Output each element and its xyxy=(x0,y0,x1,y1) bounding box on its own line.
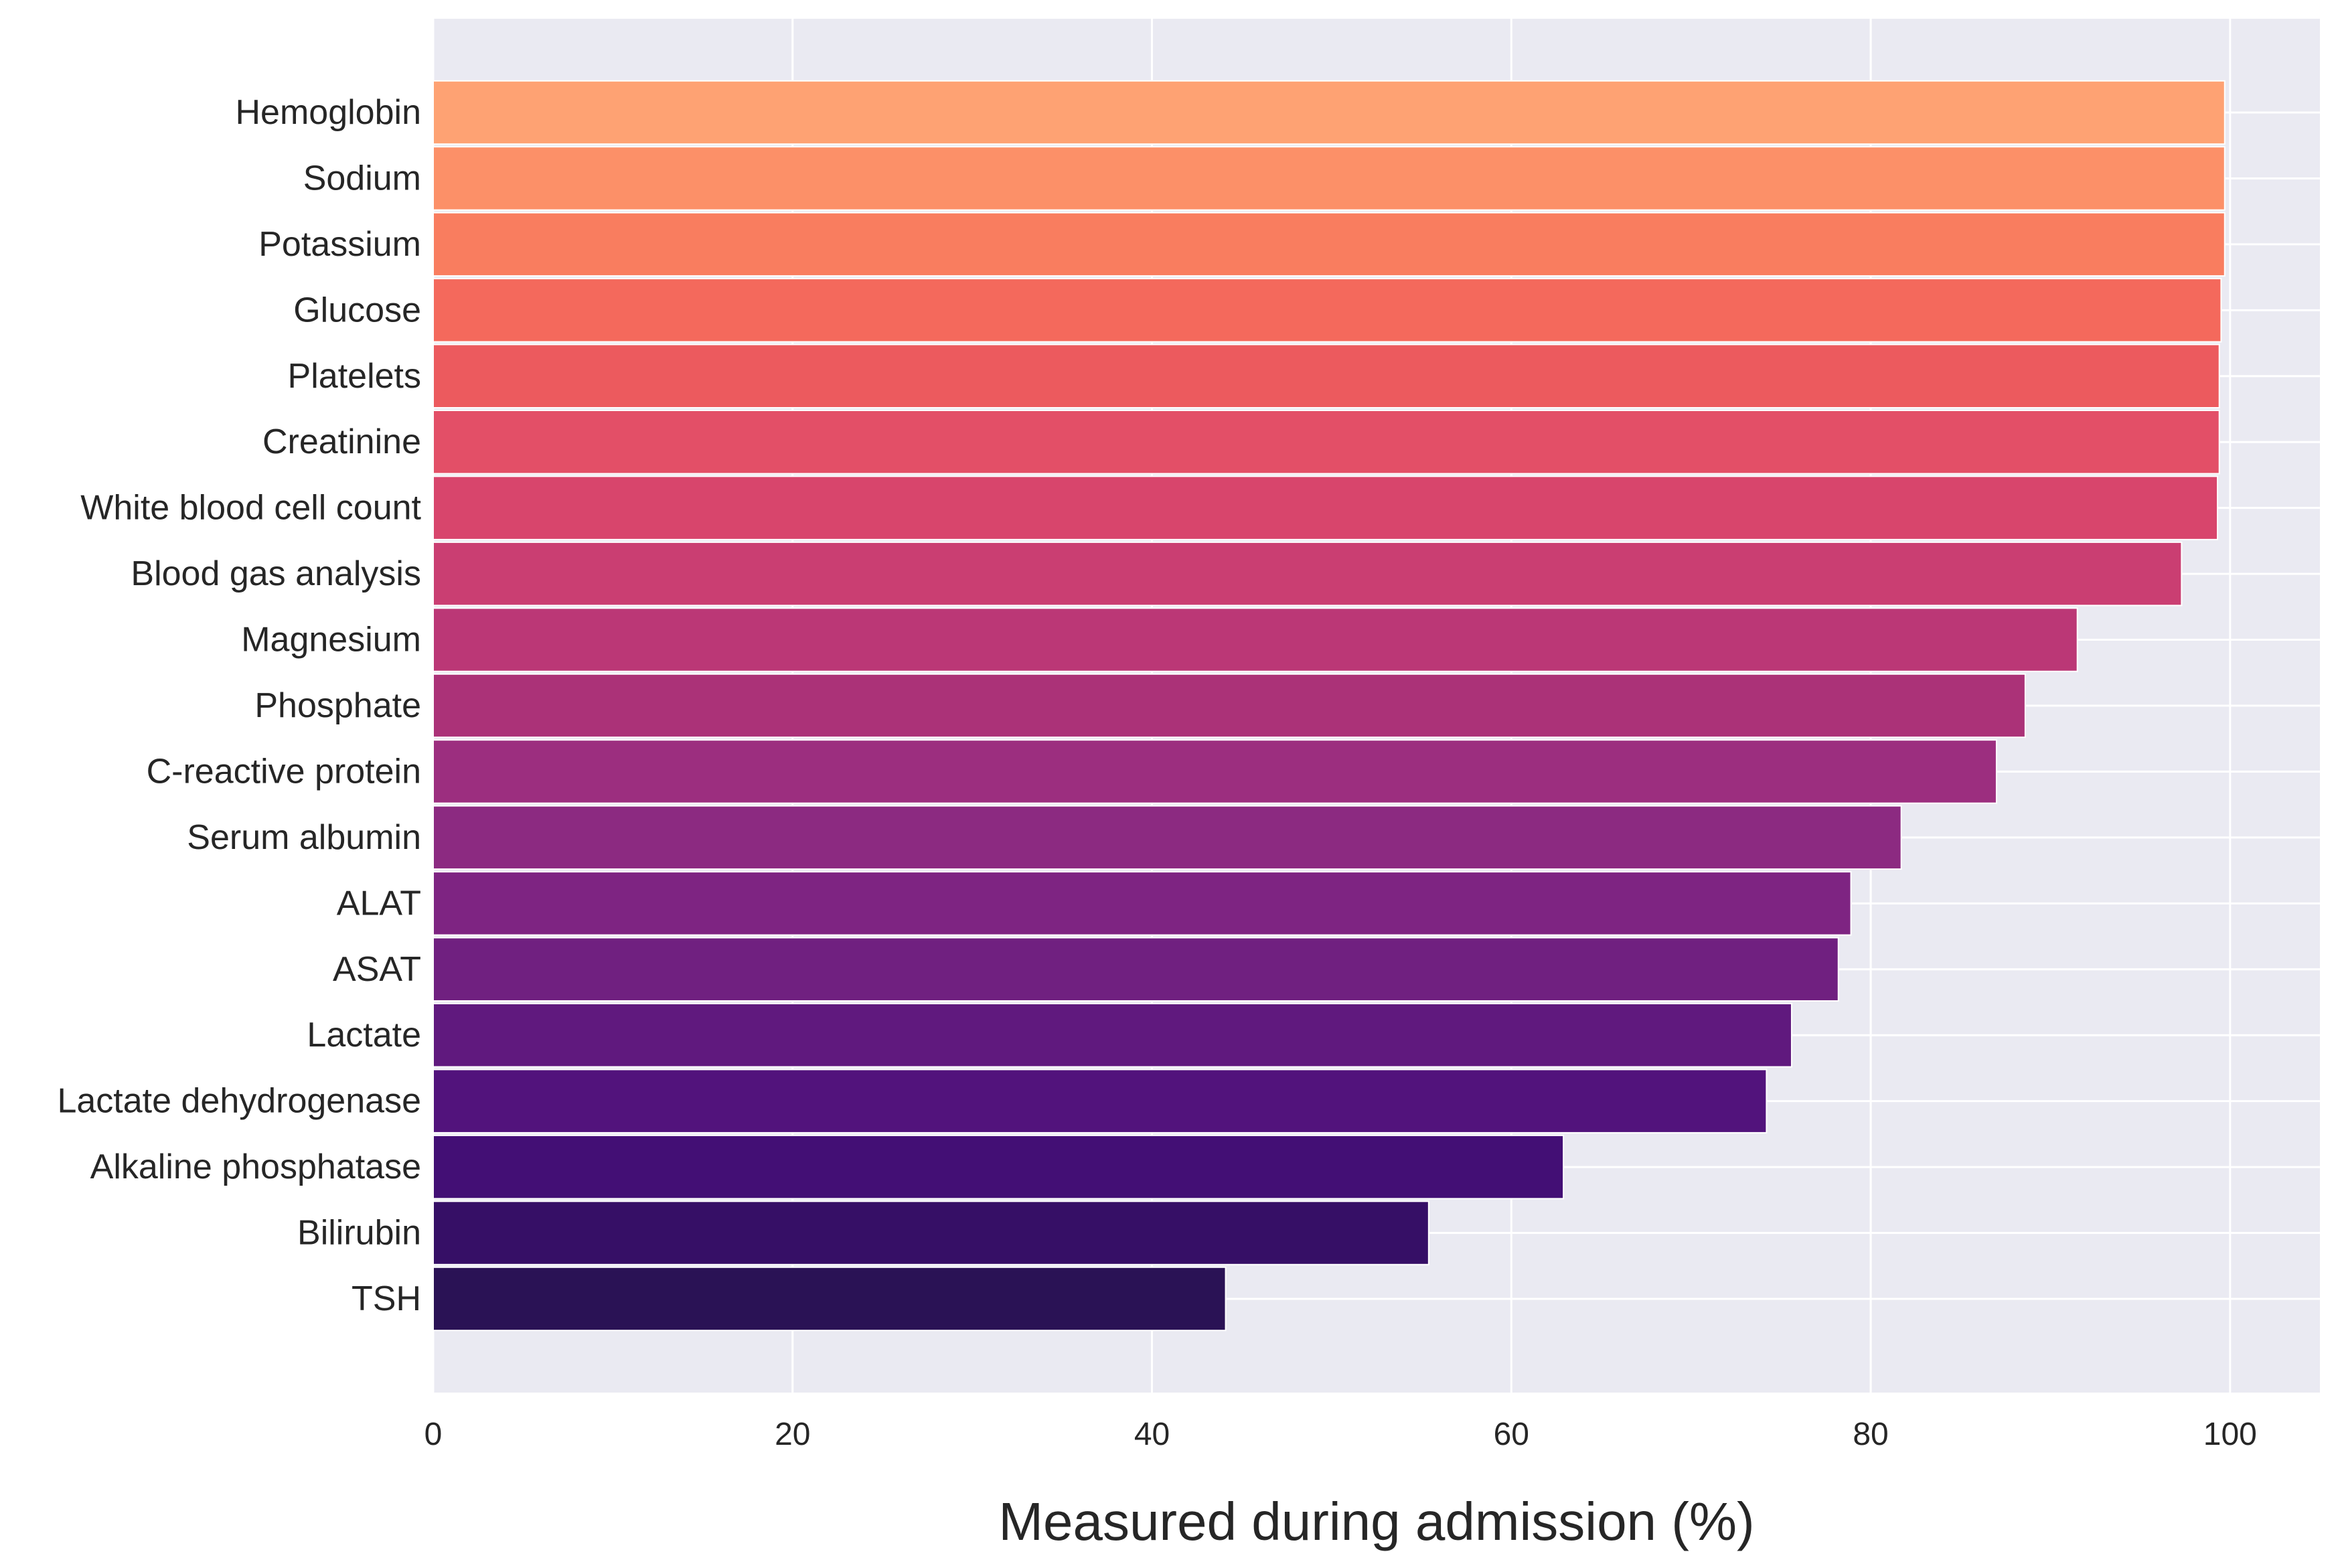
bar-bilirubin xyxy=(433,1200,1429,1265)
bar-phosphate xyxy=(433,673,2026,738)
bar-sodium xyxy=(433,146,2226,211)
bar-c-reactive-protein xyxy=(433,739,1997,804)
bar-alkaline-phosphatase xyxy=(433,1134,1565,1200)
bar-potassium xyxy=(433,212,2226,277)
category-label-hemoglobin: Hemoglobin xyxy=(236,93,422,132)
bar-blood-gas-analysis xyxy=(433,541,2183,607)
bar-magnesium xyxy=(433,607,2078,672)
category-label-blood-gas-analysis: Blood gas analysis xyxy=(131,554,421,593)
category-label-creatinine: Creatinine xyxy=(262,422,421,461)
bar-creatinine xyxy=(433,410,2220,475)
bar-alat xyxy=(433,871,1852,936)
category-label-potassium: Potassium xyxy=(258,225,421,264)
category-label-sodium: Sodium xyxy=(303,159,421,198)
bar-tsh xyxy=(433,1266,1227,1332)
bar-asat xyxy=(433,937,1839,1002)
category-label-magnesium: Magnesium xyxy=(241,621,421,659)
bar-lactate xyxy=(433,1003,1792,1068)
category-label-serum-albumin: Serum albumin xyxy=(187,818,421,857)
category-label-glucose: Glucose xyxy=(293,291,421,329)
category-label-white-blood-cell-count: White blood cell count xyxy=(80,489,421,528)
bar-hemoglobin xyxy=(433,80,2226,145)
bar-platelets xyxy=(433,343,2220,408)
category-label-alat: ALAT xyxy=(337,884,421,923)
x-tick-label-80: 80 xyxy=(1853,1417,1888,1452)
category-label-phosphate: Phosphate xyxy=(254,686,421,725)
category-label-lactate: Lactate xyxy=(307,1016,421,1054)
x-tick-label-20: 20 xyxy=(775,1417,810,1452)
bars xyxy=(433,80,2226,1332)
category-label-tsh: TSH xyxy=(352,1279,421,1318)
bar-serum-albumin xyxy=(433,805,1902,870)
x-tick-label-0: 0 xyxy=(424,1417,443,1452)
category-label-c-reactive-protein: C-reactive protein xyxy=(147,752,421,791)
x-tick-labels: 0 20 40 60 80 100 xyxy=(424,1417,2257,1452)
category-labels: Hemoglobin Sodium Potassium Glucose Platelet… xyxy=(57,93,421,1318)
bar-white-blood-cell-count xyxy=(433,475,2219,540)
x-tick-label-100: 100 xyxy=(2203,1417,2257,1452)
category-label-alkaline-phosphatase: Alkaline phosphatase xyxy=(90,1148,421,1186)
bar-lactate-dehydrogenase xyxy=(433,1069,1768,1133)
category-label-lactate-dehydrogenase: Lactate dehydrogenase xyxy=(57,1082,421,1121)
x-tick-label-40: 40 xyxy=(1134,1417,1170,1452)
category-label-asat: ASAT xyxy=(333,950,421,989)
x-axis-title: Measured during admission (%) xyxy=(998,1492,1754,1551)
category-label-bilirubin: Bilirubin xyxy=(297,1214,421,1253)
bar-glucose xyxy=(433,278,2222,343)
x-tick-label-60: 60 xyxy=(1494,1417,1529,1452)
category-label-platelets: Platelets xyxy=(288,357,421,396)
